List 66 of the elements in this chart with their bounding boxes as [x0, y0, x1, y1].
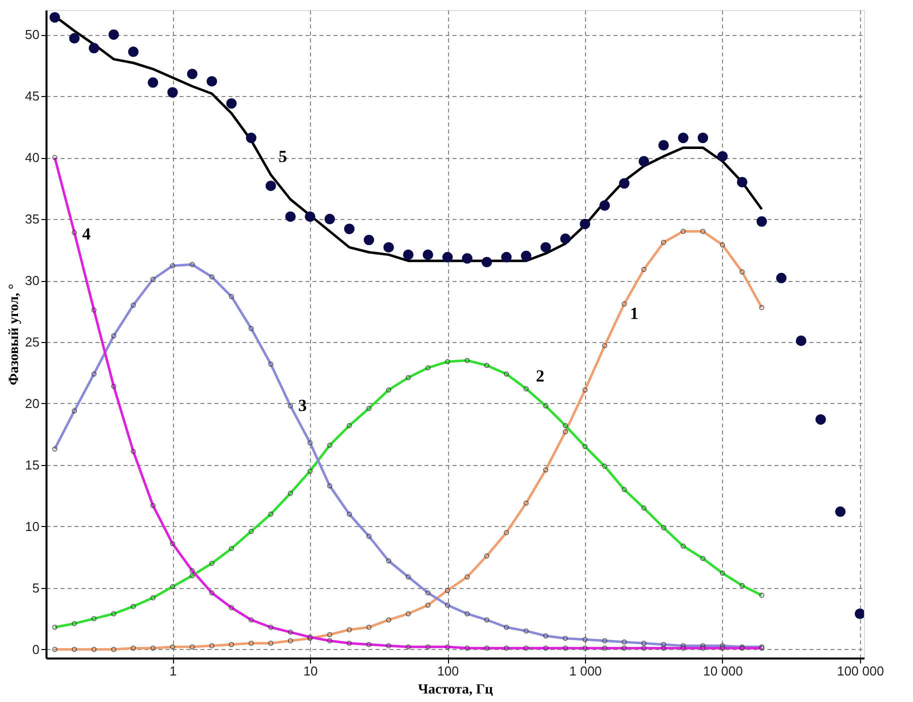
point: [854, 608, 864, 619]
point: [226, 98, 237, 109]
point: [756, 216, 767, 227]
point: [167, 87, 178, 98]
point: [815, 414, 826, 425]
y-tick-label: 20: [25, 396, 40, 411]
point: [501, 252, 512, 262]
y-tick-label: 0: [32, 642, 40, 657]
point: [88, 42, 100, 54]
y-tick-label: 15: [25, 457, 40, 472]
y-tick-label: 30: [25, 273, 40, 288]
x-tick-label: 100: [437, 664, 459, 678]
point: [108, 29, 119, 40]
point: [560, 233, 571, 244]
point: [580, 218, 590, 230]
y-axis-title: Фазовый угол, °: [7, 284, 22, 386]
point: [266, 180, 276, 192]
point: [246, 132, 256, 144]
x-axis-title: Частота, Гц: [418, 682, 494, 698]
point: [717, 151, 728, 162]
point: [403, 249, 414, 260]
annotation: 5: [278, 146, 288, 166]
y-tick-label: 45: [25, 88, 40, 104]
y-tick-label: 10: [25, 518, 40, 534]
y-tick-label: 25: [25, 334, 40, 350]
point: [128, 46, 139, 58]
point: [482, 256, 492, 268]
y-tick-label: 40: [25, 150, 40, 166]
point: [638, 156, 650, 166]
point: [50, 12, 60, 23]
point: [324, 214, 335, 224]
point: [206, 76, 218, 87]
point: [344, 224, 355, 234]
point: [835, 506, 846, 517]
point: [776, 272, 787, 284]
point: [698, 132, 708, 144]
point: [364, 234, 374, 246]
y-tick-label: 5: [32, 580, 40, 596]
x-tick-label: 100 000: [836, 664, 884, 678]
x-tick-label: 1: [169, 664, 177, 678]
point: [442, 252, 453, 262]
point: [462, 253, 472, 264]
point: [796, 336, 806, 346]
annotation: 2: [536, 366, 544, 386]
point: [520, 250, 532, 262]
point: [619, 178, 630, 189]
point: [148, 77, 158, 88]
point: [422, 249, 434, 260]
point: [736, 176, 748, 188]
point: [599, 200, 610, 211]
point: [540, 242, 551, 253]
x-tick-label: 10 000: [703, 664, 743, 678]
annotation: 1: [630, 304, 639, 323]
point: [285, 211, 296, 222]
y-tick-label: 35: [25, 212, 40, 227]
point: [69, 33, 80, 44]
point: [304, 211, 316, 222]
point: [678, 132, 688, 144]
x-tick-label: 10: [303, 664, 318, 678]
point: [187, 68, 198, 80]
x-tick-label: 1 000: [569, 664, 602, 678]
point: [383, 242, 394, 253]
y-tick-label: 50: [25, 27, 40, 42]
annotation: 4: [82, 224, 92, 244]
annotation: 3: [298, 396, 307, 415]
point: [658, 140, 669, 150]
